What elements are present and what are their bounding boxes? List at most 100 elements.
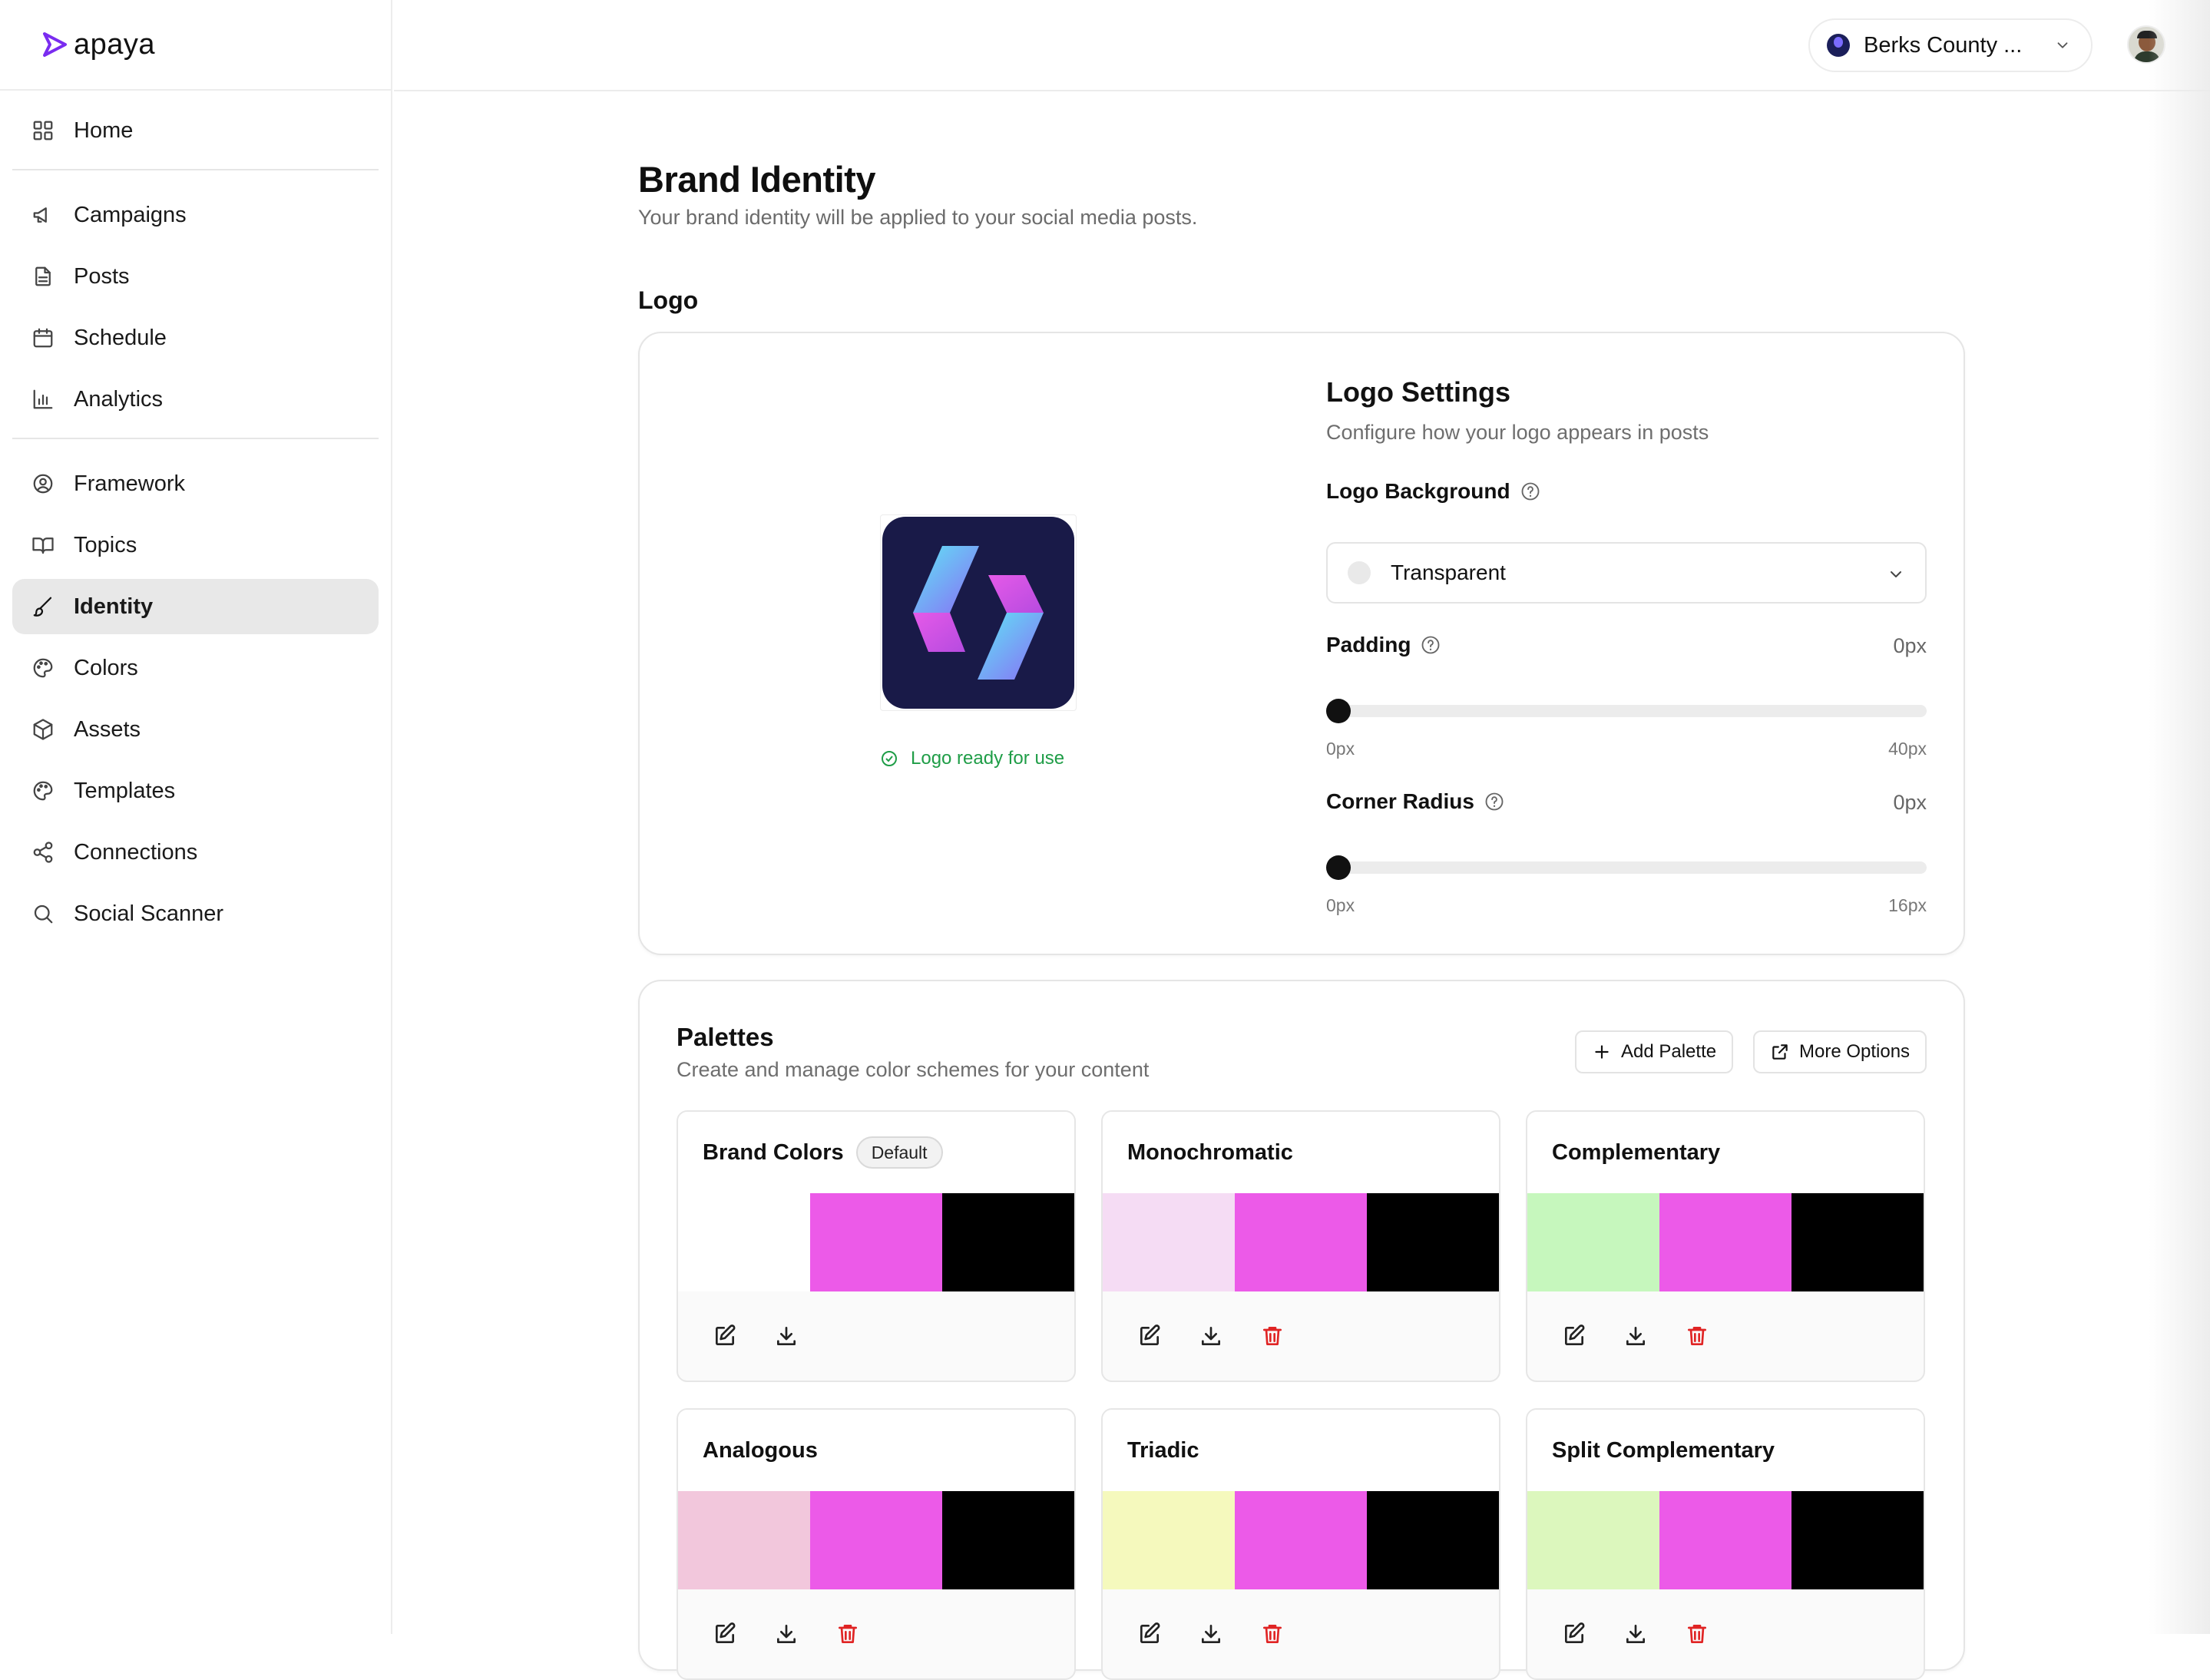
more-options-button[interactable]: More Options: [1753, 1030, 1927, 1073]
logo-background-select[interactable]: Transparent: [1326, 542, 1927, 604]
color-swatch[interactable]: [1367, 1491, 1499, 1589]
palette-card[interactable]: Analogous: [677, 1408, 1076, 1680]
edit-icon[interactable]: [710, 1619, 739, 1649]
sidebar-item-home[interactable]: Home: [12, 103, 379, 158]
padding-slider[interactable]: [1326, 699, 1927, 723]
padding-min-label: 0px: [1326, 739, 1355, 759]
corner-radius-value: 0px: [1893, 791, 1927, 814]
organization-avatar: [1827, 34, 1850, 57]
color-swatch[interactable]: [1659, 1491, 1791, 1589]
user-avatar[interactable]: [2127, 25, 2165, 64]
help-circle-icon[interactable]: [1420, 634, 1441, 656]
book-icon: [31, 533, 55, 557]
sidebar-item-colors[interactable]: Colors: [12, 640, 379, 696]
palette-swatches: [1103, 1491, 1499, 1589]
color-swatch[interactable]: [942, 1491, 1074, 1589]
download-icon[interactable]: [772, 1321, 801, 1351]
sidebar-item-campaigns[interactable]: Campaigns: [12, 187, 379, 243]
sidebar-item-label: Home: [74, 117, 134, 143]
padding-value: 0px: [1893, 634, 1927, 657]
edit-icon[interactable]: [710, 1321, 739, 1351]
download-icon[interactable]: [772, 1619, 801, 1649]
color-swatch[interactable]: [1103, 1193, 1235, 1291]
sidebar-divider: [12, 169, 379, 170]
color-swatch[interactable]: [678, 1491, 810, 1589]
edit-icon[interactable]: [1560, 1619, 1589, 1649]
download-icon[interactable]: [1621, 1619, 1650, 1649]
download-icon[interactable]: [1196, 1321, 1226, 1351]
edit-icon[interactable]: [1560, 1321, 1589, 1351]
add-palette-button[interactable]: Add Palette: [1575, 1030, 1734, 1073]
help-circle-icon[interactable]: [1520, 481, 1541, 502]
apaya-logo-icon: [43, 32, 67, 57]
sidebar-item-posts[interactable]: Posts: [12, 249, 379, 304]
corner-radius-slider[interactable]: [1326, 855, 1927, 880]
trash-icon[interactable]: [1682, 1321, 1712, 1351]
sidebar-item-framework[interactable]: Framework: [12, 456, 379, 511]
help-circle-icon[interactable]: [1484, 791, 1505, 812]
chevron-down-icon: [2057, 42, 2068, 48]
color-swatch[interactable]: [942, 1193, 1074, 1291]
sidebar-item-label: Templates: [74, 778, 176, 803]
sidebar-item-label: Connections: [74, 839, 198, 865]
palette-card[interactable]: Triadic: [1101, 1408, 1500, 1680]
edit-icon[interactable]: [1135, 1321, 1164, 1351]
sidebar-item-connections[interactable]: Connections: [12, 825, 379, 880]
sidebar-item-topics[interactable]: Topics: [12, 518, 379, 573]
palette-actions: [1527, 1291, 1924, 1381]
trash-icon[interactable]: [1258, 1619, 1287, 1649]
sidebar-item-label: Assets: [74, 716, 141, 742]
sidebar-item-label: Colors: [74, 655, 138, 680]
color-swatch[interactable]: [1527, 1491, 1659, 1589]
logo-preview[interactable]: [880, 514, 1077, 711]
palette-card[interactable]: Split Complementary: [1526, 1408, 1925, 1680]
trash-icon[interactable]: [833, 1619, 862, 1649]
color-swatch[interactable]: [1791, 1193, 1924, 1291]
color-swatch[interactable]: [1659, 1193, 1791, 1291]
sidebar-item-assets[interactable]: Assets: [12, 702, 379, 757]
edit-icon[interactable]: [1135, 1619, 1164, 1649]
palette-card[interactable]: Complementary: [1526, 1110, 1925, 1382]
color-swatch[interactable]: [810, 1491, 942, 1589]
color-swatch[interactable]: [810, 1193, 942, 1291]
download-icon[interactable]: [1196, 1619, 1226, 1649]
page-subtitle: Your brand identity will be applied to y…: [638, 206, 1198, 229]
logo-status-text: Logo ready for use: [911, 748, 1065, 769]
scroll-shadow: [2149, 0, 2210, 1634]
sidebar-item-analytics[interactable]: Analytics: [12, 372, 379, 427]
color-swatch[interactable]: [1367, 1193, 1499, 1291]
download-icon[interactable]: [1621, 1321, 1650, 1351]
default-badge: Default: [855, 1136, 943, 1169]
sidebar-item-label: Framework: [74, 471, 186, 496]
brush-icon: [31, 594, 55, 619]
brand[interactable]: apaya: [0, 0, 391, 91]
sidebar-nav: Home Campaigns Posts Schedule Analytics …: [0, 91, 391, 941]
slider-thumb[interactable]: [1326, 855, 1351, 880]
logo-card: Logo ready for use Logo Settings Configu…: [638, 332, 1965, 955]
grid-icon: [31, 118, 55, 143]
color-swatch[interactable]: [1235, 1193, 1367, 1291]
palette-card[interactable]: Brand Colors Default: [677, 1110, 1076, 1382]
color-swatch[interactable]: [1235, 1491, 1367, 1589]
slider-thumb[interactable]: [1326, 699, 1351, 723]
palette-swatches: [678, 1193, 1074, 1291]
chevron-down-icon: [1891, 571, 1901, 577]
color-swatch[interactable]: [678, 1193, 810, 1291]
palette-actions: [678, 1291, 1074, 1381]
logo-status: Logo ready for use: [880, 748, 1064, 769]
organization-selector[interactable]: Berks County ...: [1808, 18, 2093, 72]
trash-icon[interactable]: [1258, 1321, 1287, 1351]
trash-icon[interactable]: [1682, 1619, 1712, 1649]
color-swatch[interactable]: [1103, 1491, 1235, 1589]
sidebar-item-schedule[interactable]: Schedule: [12, 310, 379, 365]
logo-settings-subtitle: Configure how your logo appears in posts: [1326, 421, 1709, 444]
sidebar-item-identity[interactable]: Identity: [12, 579, 379, 634]
color-swatch[interactable]: [1527, 1193, 1659, 1291]
palette-name: Monochromatic: [1127, 1139, 1293, 1165]
sidebar-item-social-scanner[interactable]: Social Scanner: [12, 886, 379, 941]
plus-icon: [1595, 1045, 1609, 1059]
color-swatch[interactable]: [1791, 1491, 1924, 1589]
palette-card[interactable]: Monochromatic: [1101, 1110, 1500, 1382]
sidebar-item-templates[interactable]: Templates: [12, 763, 379, 819]
palette-icon: [31, 779, 55, 803]
